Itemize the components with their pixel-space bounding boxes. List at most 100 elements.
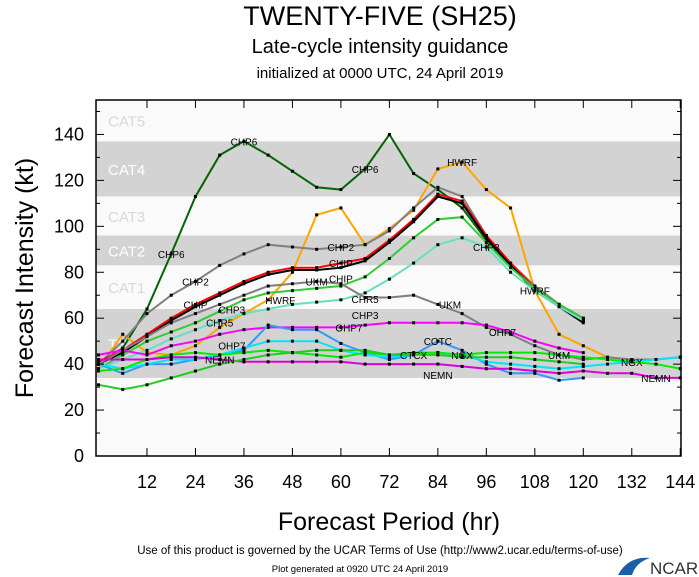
data-point xyxy=(242,298,246,302)
data-point xyxy=(145,351,149,355)
data-point xyxy=(242,360,246,364)
data-point xyxy=(387,358,391,362)
data-point xyxy=(581,369,585,373)
data-point xyxy=(266,323,270,327)
data-point xyxy=(363,256,367,260)
data-point xyxy=(290,328,294,332)
data-point xyxy=(169,358,173,362)
data-point xyxy=(533,369,537,373)
data-point xyxy=(169,344,173,348)
data-point xyxy=(121,367,125,371)
data-point xyxy=(484,360,488,364)
y-tick-label: 60 xyxy=(64,308,84,328)
data-point xyxy=(218,309,222,313)
data-point xyxy=(145,335,149,339)
series-label: NEMN xyxy=(423,371,452,382)
data-point xyxy=(169,293,173,297)
data-point xyxy=(387,229,391,233)
ncar-logo: NCAR xyxy=(618,557,698,577)
data-point xyxy=(484,362,488,366)
series-label: HWRF xyxy=(265,296,295,307)
data-point xyxy=(533,364,537,368)
data-point xyxy=(557,346,561,350)
data-point xyxy=(557,360,561,364)
data-point xyxy=(339,282,343,286)
series-label: HWRF xyxy=(447,158,477,169)
data-point xyxy=(169,353,173,357)
data-point xyxy=(121,351,125,355)
data-point xyxy=(509,371,513,375)
data-point xyxy=(145,383,149,387)
data-point xyxy=(460,215,464,219)
y-tick-label: 140 xyxy=(54,124,84,144)
data-point xyxy=(436,188,440,192)
x-axis-label: Forecast Period (hr) xyxy=(278,508,500,536)
data-point xyxy=(436,167,440,171)
y-tick-label: 0 xyxy=(74,446,84,466)
data-point xyxy=(557,371,561,375)
data-point xyxy=(436,243,440,247)
data-point xyxy=(242,282,246,286)
x-tick-label: 96 xyxy=(476,472,496,492)
data-point xyxy=(533,344,537,348)
data-point xyxy=(97,367,100,371)
initialized-time: initialized at 0000 UTC, 24 April 2019 xyxy=(257,65,504,82)
data-point xyxy=(387,296,391,300)
data-point xyxy=(315,348,319,352)
series-label: UKM xyxy=(548,351,570,362)
data-point xyxy=(242,252,246,256)
series-label: UKM xyxy=(306,277,328,288)
data-point xyxy=(606,358,610,362)
data-point xyxy=(509,261,513,265)
data-point xyxy=(363,167,367,171)
data-point xyxy=(266,339,270,343)
band-label: CAT3 xyxy=(108,209,145,226)
data-point xyxy=(315,353,319,357)
data-point xyxy=(484,188,488,192)
data-point xyxy=(218,362,222,366)
data-point xyxy=(266,270,270,274)
data-point xyxy=(460,355,464,359)
band-label: CAT1 xyxy=(108,280,145,297)
data-point xyxy=(436,353,440,357)
data-point xyxy=(193,305,197,309)
series-label: COTC xyxy=(424,337,452,348)
data-point xyxy=(436,362,440,366)
data-point xyxy=(533,286,537,290)
data-point xyxy=(387,227,391,231)
data-point xyxy=(460,160,464,164)
data-point xyxy=(315,213,319,217)
data-point xyxy=(606,362,610,366)
data-point xyxy=(339,355,343,359)
data-point xyxy=(121,332,125,336)
data-point xyxy=(290,266,294,270)
data-point xyxy=(242,346,246,350)
data-point xyxy=(387,362,391,366)
data-point xyxy=(193,355,197,359)
data-point xyxy=(290,270,294,274)
data-point xyxy=(363,323,367,327)
footer-generated: Plot generated at 0920 UTC 24 April 2019 xyxy=(272,564,448,575)
data-point xyxy=(654,362,658,366)
data-point xyxy=(509,263,513,267)
data-point xyxy=(266,153,270,157)
data-point xyxy=(533,358,537,362)
data-point xyxy=(145,358,149,362)
data-point xyxy=(412,353,416,357)
series-label: CHR5 xyxy=(206,318,234,329)
data-point xyxy=(218,291,222,295)
data-point xyxy=(290,245,294,249)
data-point xyxy=(387,132,391,136)
data-point xyxy=(145,307,149,311)
series-label: CHIP xyxy=(329,259,353,270)
data-point xyxy=(315,185,319,189)
data-point xyxy=(436,192,440,196)
series-label: NEMN xyxy=(641,374,670,385)
data-point xyxy=(509,355,513,359)
series-label: CHP2 xyxy=(328,243,355,254)
series-chp3 xyxy=(97,236,585,371)
data-point xyxy=(193,339,197,343)
data-point xyxy=(509,351,513,355)
data-point xyxy=(218,353,222,357)
